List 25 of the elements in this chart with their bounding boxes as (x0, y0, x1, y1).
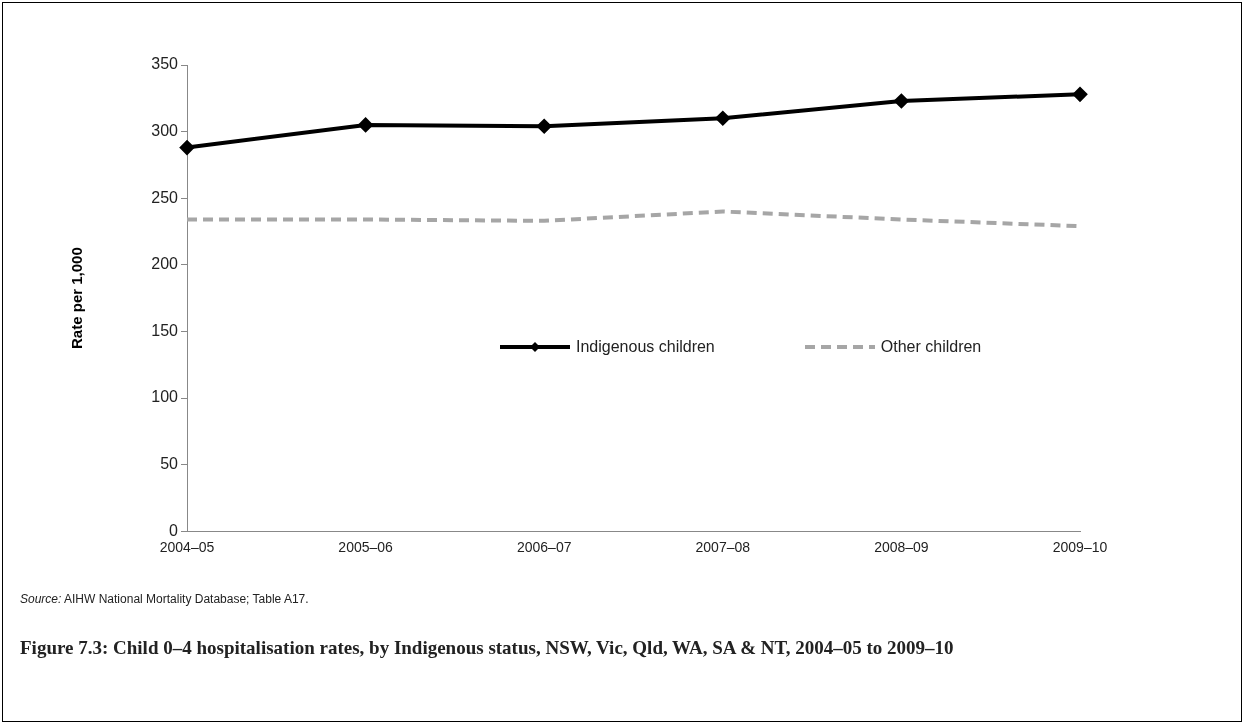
point (894, 93, 909, 108)
x-tick-label: 2006–07 (516, 539, 572, 556)
point (180, 140, 194, 155)
y-tick-label: 350 (151, 55, 179, 73)
point (537, 119, 552, 134)
x-tick-label: 2005–06 (338, 539, 394, 556)
x-tick-label: 2007–08 (695, 539, 751, 556)
point (358, 117, 373, 132)
x-tick-label: 2008–09 (874, 539, 929, 556)
y-tick-label: 100 (151, 388, 179, 406)
y-axis-title: Rate per 1,000 (68, 247, 86, 349)
source-note: Source: AIHW National Mortality Database; Table A17. (20, 592, 309, 606)
legend-label: Other children (880, 338, 982, 356)
y-tick-label: 200 (151, 255, 179, 273)
x-tick-label: 2004–05 (159, 539, 215, 556)
y-tick-label: 50 (160, 455, 179, 473)
y-tick-label: 300 (151, 122, 179, 140)
x-tick-label: 2009–10 (1052, 539, 1108, 556)
point (1073, 87, 1087, 102)
text: Figure 7.3: Child 0–4 hospitalisation rates, by Indigenous status, NSW, Vic, Qld, WA, SA & NT, 2004–05 to 2009–10 (20, 636, 955, 660)
y-tick-label: 0 (169, 521, 179, 539)
y-tick-label: 250 (151, 188, 179, 206)
y-tick-label: 150 (151, 321, 179, 339)
point (715, 111, 730, 126)
legend-label: Indigenous children (576, 338, 715, 356)
